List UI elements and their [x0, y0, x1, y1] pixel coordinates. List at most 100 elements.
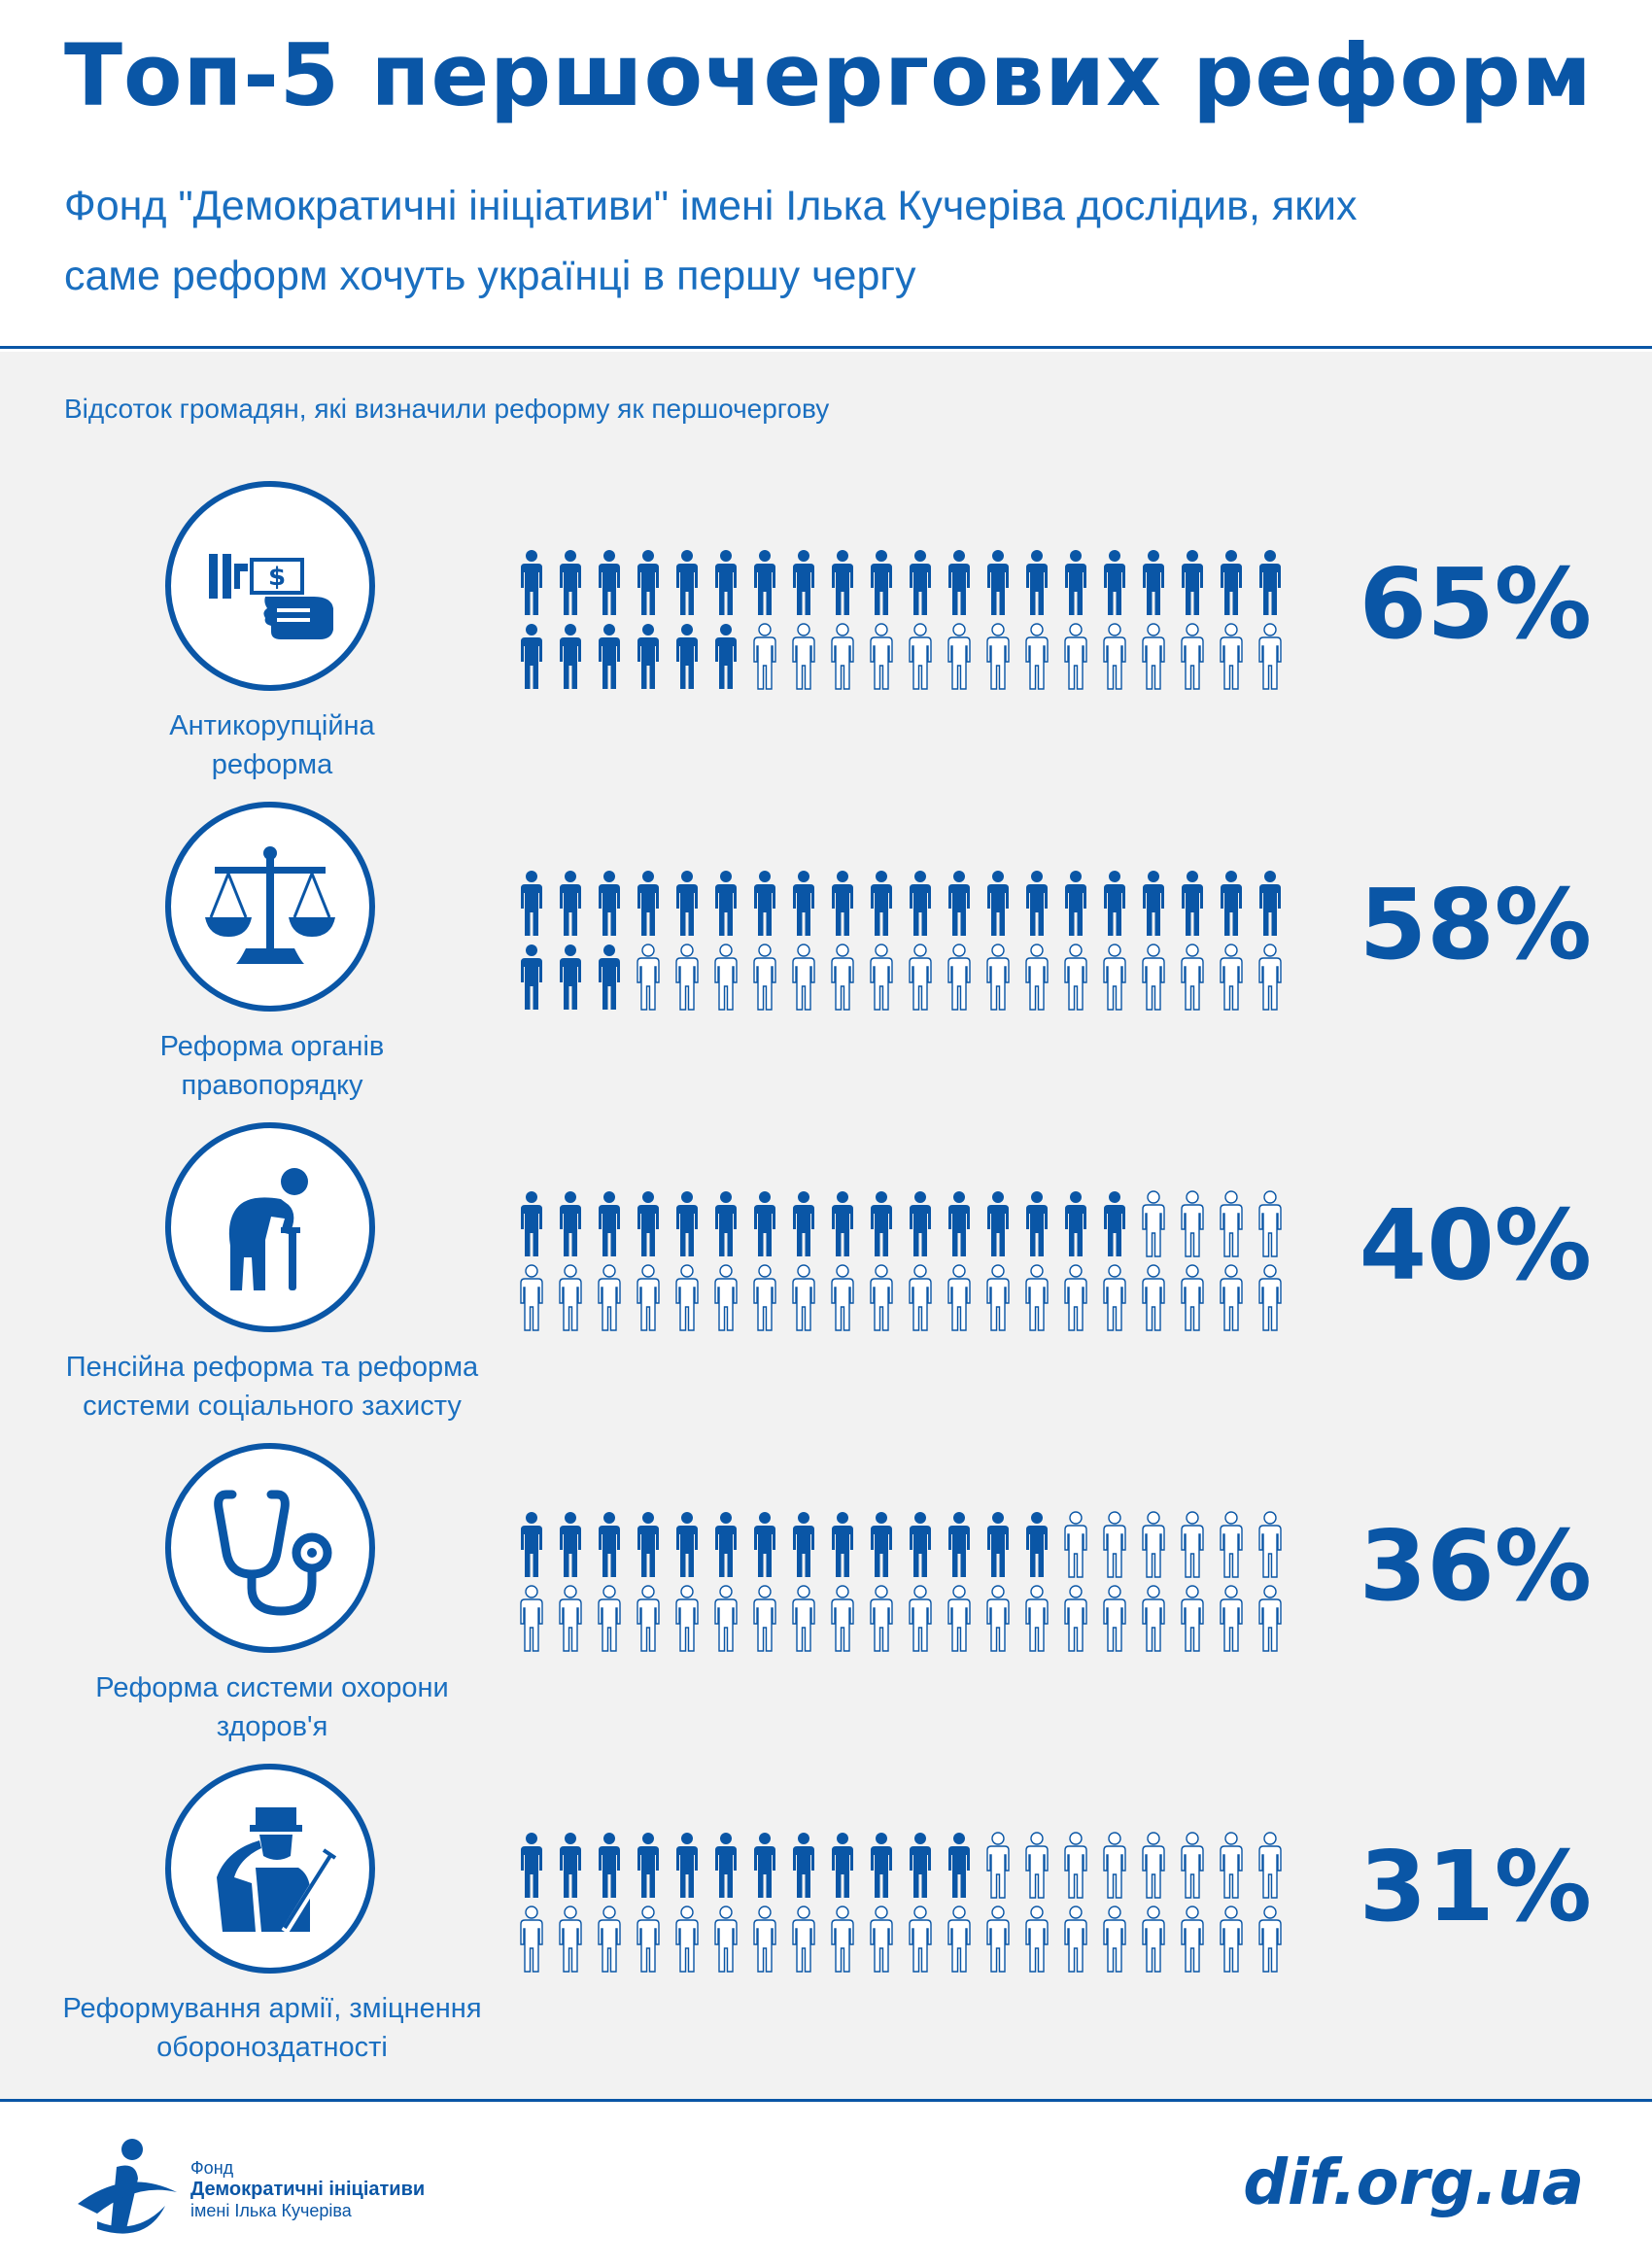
- reform-label: Реформування армії, зміцнення оборонозда…: [62, 1993, 482, 2063]
- person-icon-empty: [908, 623, 933, 691]
- dif-logo: Фонд Демократичні ініціативи імені Ілька…: [68, 2128, 457, 2245]
- person-icon-empty: [830, 623, 855, 691]
- person-icon-filled: [1063, 870, 1088, 938]
- person-icon-filled: [985, 1190, 1011, 1258]
- chart-caption: Відсоток громадян, які визначили реформу…: [64, 394, 830, 424]
- reform-label: Антикорупційна реформа: [169, 710, 375, 780]
- people-pictogram: [519, 870, 1304, 1025]
- percent-value: 36%: [1359, 1509, 1592, 1623]
- person-icon-filled: [1102, 1190, 1127, 1258]
- person-icon-filled: [1180, 549, 1205, 617]
- person-icon-filled: [558, 623, 583, 691]
- person-icon-filled: [908, 870, 933, 938]
- person-icon-empty: [713, 1264, 739, 1332]
- person-icon-filled: [713, 549, 739, 617]
- person-icon-empty: [752, 623, 777, 691]
- percent-value: 31%: [1359, 1830, 1592, 1943]
- person-icon-filled: [713, 623, 739, 691]
- person-icon-empty: [946, 623, 972, 691]
- person-icon-empty: [674, 1264, 700, 1332]
- person-icon-filled: [752, 549, 777, 617]
- person-icon-empty: [1219, 1511, 1244, 1579]
- person-icon-filled: [1063, 549, 1088, 617]
- person-icon-filled: [830, 870, 855, 938]
- person-icon-empty: [713, 1906, 739, 1974]
- person-icon-filled: [1024, 1190, 1050, 1258]
- person-icon-empty: [791, 1264, 816, 1332]
- person-icon-empty: [830, 1585, 855, 1653]
- person-icon-filled: [908, 1511, 933, 1579]
- person-icon-filled: [791, 549, 816, 617]
- person-icon-empty: [558, 1264, 583, 1332]
- subtitle-line-1: Фонд "Демократичні ініціативи" імені Іль…: [64, 183, 1358, 229]
- person-icon-empty: [752, 1264, 777, 1332]
- page-title: Топ-5 першочергових реформ: [64, 25, 1593, 125]
- person-icon-filled: [674, 1511, 700, 1579]
- person-icon-empty: [1141, 1906, 1166, 1974]
- person-icon-empty: [1063, 1585, 1088, 1653]
- elderly-person-icon: [165, 1122, 375, 1332]
- dif-logo-icon: [78, 2139, 177, 2234]
- person-icon-filled: [597, 944, 622, 1012]
- person-icon-filled: [597, 1511, 622, 1579]
- person-icon-empty: [1024, 1264, 1050, 1332]
- person-icon-filled: [791, 1832, 816, 1900]
- person-icon-empty: [869, 1585, 894, 1653]
- person-icon-filled: [558, 549, 583, 617]
- person-icon-filled: [519, 944, 544, 1012]
- person-icon-empty: [1141, 1190, 1166, 1258]
- site-link[interactable]: dif.org.ua: [1243, 2147, 1584, 2219]
- person-icon-empty: [1180, 1585, 1205, 1653]
- reform-row-healthcare: Реформа системи охорони здоров'я 36%: [0, 1443, 1652, 1764]
- reform-row-law-enforcement: Реформа органів правопорядку 58%: [0, 802, 1652, 1122]
- person-icon-filled: [1024, 1511, 1050, 1579]
- person-icon-filled: [1024, 870, 1050, 938]
- person-icon-empty: [1219, 1264, 1244, 1332]
- person-icon-empty: [1024, 944, 1050, 1012]
- person-icon-filled: [869, 1511, 894, 1579]
- person-icon-empty: [519, 1585, 544, 1653]
- footer-divider: [0, 2099, 1652, 2102]
- header-divider: [0, 346, 1652, 349]
- person-icon-filled: [908, 1190, 933, 1258]
- person-icon-filled: [1141, 870, 1166, 938]
- person-icon-filled: [830, 1832, 855, 1900]
- person-icon-empty: [869, 944, 894, 1012]
- person-icon-empty: [1219, 1832, 1244, 1900]
- person-icon-empty: [830, 1906, 855, 1974]
- person-icon-filled: [713, 1511, 739, 1579]
- person-icon-filled: [1063, 1190, 1088, 1258]
- person-icon-empty: [869, 623, 894, 691]
- person-icon-filled: [791, 1190, 816, 1258]
- person-icon-filled: [869, 1190, 894, 1258]
- person-icon-filled: [791, 1511, 816, 1579]
- people-pictogram: [519, 549, 1304, 704]
- person-icon-empty: [1102, 1264, 1127, 1332]
- reform-label: Реформа системи охорони здоров'я: [95, 1672, 449, 1742]
- person-icon-filled: [908, 1832, 933, 1900]
- person-icon-empty: [1063, 1264, 1088, 1332]
- person-icon-filled: [985, 549, 1011, 617]
- person-icon-filled: [752, 1511, 777, 1579]
- person-icon-filled: [597, 623, 622, 691]
- person-icon-filled: [1180, 870, 1205, 938]
- person-icon-empty: [908, 1585, 933, 1653]
- person-icon-empty: [1141, 1832, 1166, 1900]
- percent-value: 58%: [1359, 868, 1592, 981]
- svg-text:$: $: [268, 563, 286, 592]
- person-icon-empty: [1257, 1585, 1283, 1653]
- person-icon-filled: [1141, 549, 1166, 617]
- reform-label: Реформа органів правопорядку: [159, 1031, 385, 1101]
- person-icon-filled: [558, 1190, 583, 1258]
- person-icon-filled: [946, 1832, 972, 1900]
- person-icon-empty: [791, 1585, 816, 1653]
- percent-value: 40%: [1359, 1188, 1592, 1302]
- soldier-salute-icon: [165, 1764, 375, 1974]
- person-icon-empty: [830, 944, 855, 1012]
- person-icon-empty: [1141, 1264, 1166, 1332]
- person-icon-empty: [1024, 1585, 1050, 1653]
- person-icon-empty: [946, 1906, 972, 1974]
- person-icon-empty: [1141, 944, 1166, 1012]
- percent-value: 65%: [1359, 547, 1592, 661]
- person-icon-empty: [1063, 623, 1088, 691]
